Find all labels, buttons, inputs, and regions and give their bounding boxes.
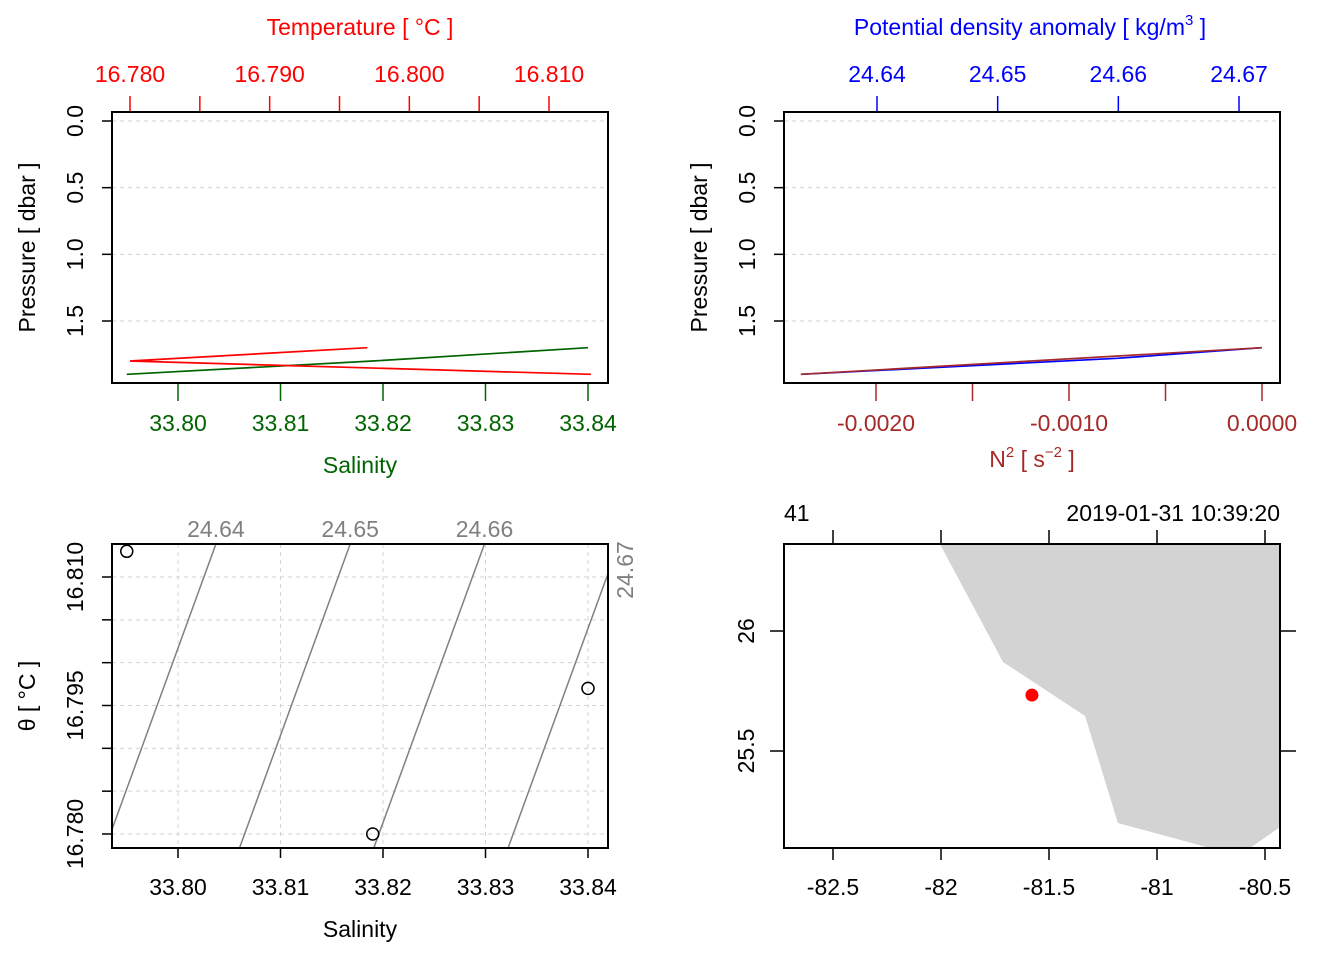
top-tick-label: 16.790 xyxy=(234,61,304,87)
ts-data-point xyxy=(120,544,134,559)
y-tick-label: 16.795 xyxy=(62,670,88,740)
isopycnal-label: 24.67 xyxy=(612,541,638,599)
plot-frame xyxy=(111,543,609,849)
label-end: ] xyxy=(1193,14,1206,40)
station-time-label: 2019-01-31 10:39:20 xyxy=(1066,500,1280,526)
top-tick-label: 16.780 xyxy=(95,61,165,87)
temperature-axis-label: Temperature [ °C ] xyxy=(267,14,454,40)
station-label: 41 xyxy=(784,500,810,526)
label-part: ] xyxy=(1062,446,1075,472)
isopycnals xyxy=(112,544,608,848)
longitude-tick-label: -81.5 xyxy=(1023,874,1075,900)
salinity-profile-line xyxy=(126,346,589,376)
latitude-tick-label: 25.5 xyxy=(733,729,759,774)
isopycnal-line xyxy=(373,544,486,848)
bottom-tick-label: -0.0020 xyxy=(837,410,915,436)
density-n2-profile-panel: 0.0 0.5 1.0 1.5 Pressure [ dbar ] 24.64 24.65 2… xyxy=(686,12,1297,472)
label-part: 2 xyxy=(1006,444,1014,461)
n2-profile-line xyxy=(800,346,1263,376)
ts-data-point xyxy=(581,681,595,696)
longitude-tick-label: -80.5 xyxy=(1239,874,1291,900)
y-tick-label: 0.5 xyxy=(62,172,88,204)
y-tick-label: 0.0 xyxy=(62,105,88,137)
y-axis-label: Pressure [ dbar ] xyxy=(14,162,40,332)
isopycnal-label: 24.65 xyxy=(321,516,379,542)
top-tick-label: 16.800 xyxy=(374,61,444,87)
x-tick-label: 33.82 xyxy=(354,874,412,900)
x-tick-label: 33.84 xyxy=(559,874,617,900)
y-axis-label: θ [ °C ] xyxy=(14,661,40,732)
y-tick-label: 0.5 xyxy=(734,172,760,204)
longitude-tick-label: -82.5 xyxy=(807,874,859,900)
y-tick-label: 1.0 xyxy=(734,238,760,270)
station-map-panel: -82.5 -82 -81.5 -81 -80.5 26 25.5 41 2019-01-31 … xyxy=(733,500,1296,900)
plot-frame xyxy=(111,111,609,384)
ts-diagram-panel: 16.780 16.795 16.810 θ [ °C ] 33.80 33.81 33.8… xyxy=(14,516,638,942)
x-tick-label: 33.80 xyxy=(149,874,207,900)
salinity-axis-label: Salinity xyxy=(323,452,398,478)
top-tick-label: 24.64 xyxy=(848,61,906,87)
y-tick-label: 1.5 xyxy=(734,305,760,337)
y-tick-label: 1.0 xyxy=(62,238,88,270)
y-tick-label: 16.810 xyxy=(62,542,88,612)
top-tick-label: 24.65 xyxy=(969,61,1027,87)
top-tick-label: 16.810 xyxy=(514,61,584,87)
land-polygon xyxy=(939,544,1280,848)
temperature-profile-line xyxy=(129,346,591,376)
x-tick-label: 33.81 xyxy=(252,874,310,900)
y-tick-label: 1.5 xyxy=(62,305,88,337)
isopycnal-line xyxy=(112,544,217,832)
isopycnal-line xyxy=(238,544,351,848)
latitude-tick-label: 26 xyxy=(733,618,759,644)
superscript: 3 xyxy=(1185,12,1193,29)
bottom-tick-label: 33.84 xyxy=(559,410,617,436)
plot-frame xyxy=(783,111,1281,384)
longitude-tick-label: -81 xyxy=(1140,874,1173,900)
plot-frame xyxy=(783,543,1281,849)
density-axis-label: Potential density anomaly [ kg/m3 ] xyxy=(854,12,1206,40)
bottom-tick-label: 0.0000 xyxy=(1227,410,1297,436)
x-tick-label: 33.83 xyxy=(457,874,515,900)
isopycnal-label: 24.66 xyxy=(456,516,514,542)
bottom-tick-label: 33.80 xyxy=(149,410,207,436)
bottom-tick-label: 33.82 xyxy=(354,410,412,436)
y-tick-label: 0.0 xyxy=(734,105,760,137)
top-tick-label: 24.67 xyxy=(1210,61,1268,87)
ts-data-point xyxy=(366,827,380,841)
bottom-tick-label: 33.81 xyxy=(252,410,310,436)
station-marker xyxy=(1025,688,1039,702)
n2-axis-label: N2 [ s−2 ] xyxy=(989,444,1075,472)
top-tick-label: 24.66 xyxy=(1090,61,1148,87)
bottom-tick-label: 33.83 xyxy=(457,410,515,436)
label-part: −2 xyxy=(1045,444,1062,461)
bottom-tick-label: -0.0010 xyxy=(1030,410,1108,436)
isopycnal-line xyxy=(507,571,608,848)
longitude-tick-label: -82 xyxy=(924,874,957,900)
temperature-salinity-profile-panel: 0.0 0.5 1.0 1.5 Pressure [ dbar ] 16.780 16.79… xyxy=(14,14,617,478)
x-axis-label: Salinity xyxy=(323,916,398,942)
label-part: [ s xyxy=(1014,446,1045,472)
y-tick-label: 16.780 xyxy=(62,799,88,869)
y-axis-label: Pressure [ dbar ] xyxy=(686,162,712,332)
isopycnal-label: 24.64 xyxy=(187,516,245,542)
